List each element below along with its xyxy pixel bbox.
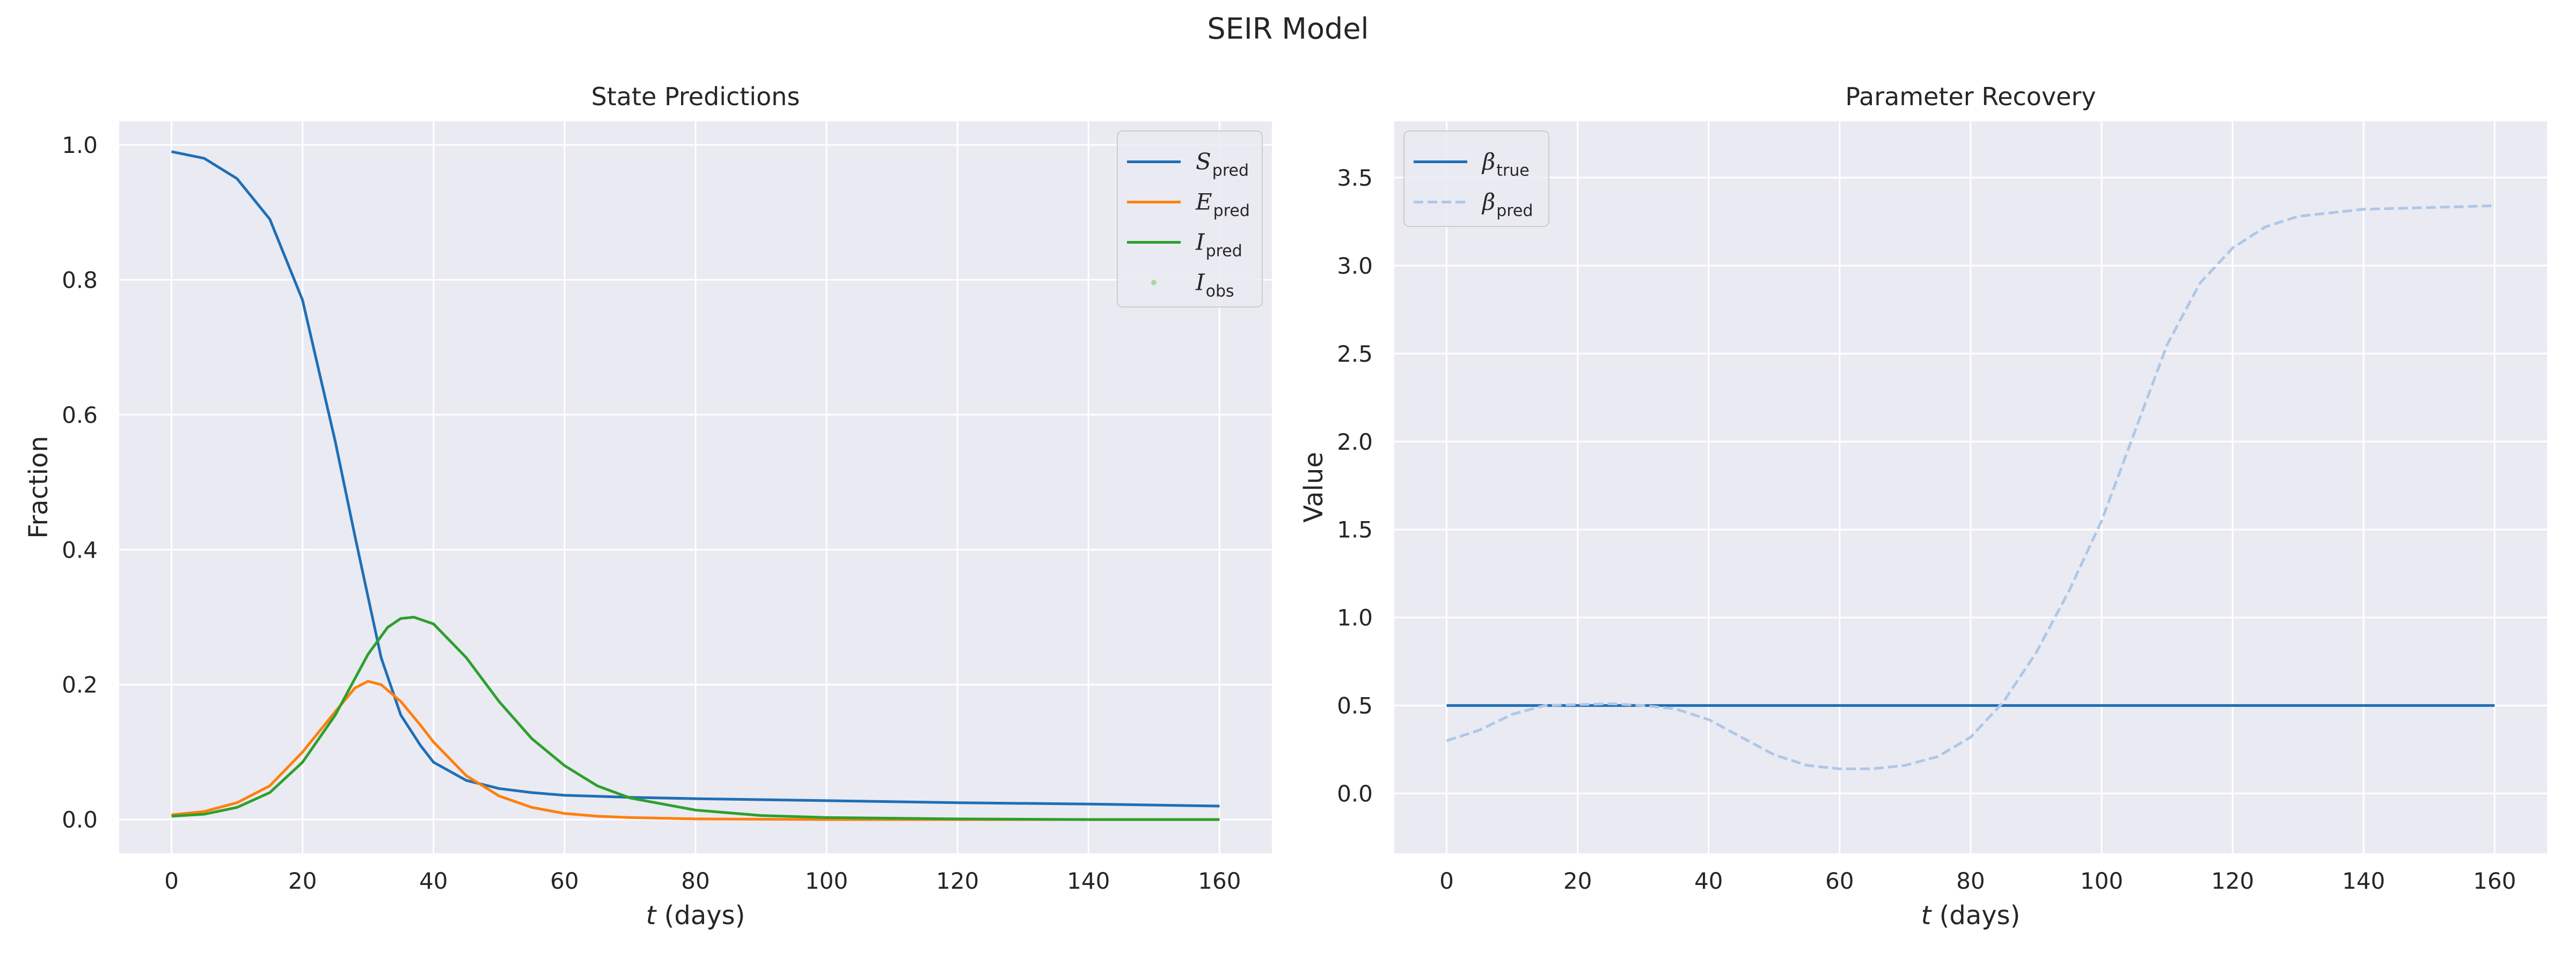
series-line-i: [171, 616, 1220, 821]
x-tick-label: 160: [2473, 868, 2516, 894]
x-axis-label: t (days): [646, 901, 745, 931]
y-tick-label: 3.0: [1337, 253, 1373, 279]
x-tick-label: 0: [164, 868, 179, 894]
x-tick-label: 80: [1956, 868, 1985, 894]
y-tick-label: 0.5: [1337, 693, 1373, 719]
legend-entry: Epred: [1195, 189, 1250, 221]
legend-entry: Ipred: [1195, 229, 1242, 261]
x-axis-label-variable: t: [1921, 901, 1933, 931]
x-tick-label: 120: [936, 868, 979, 894]
state-predictions-panel: 0 20 40 60 80 100 120 140 160 0.0 0.2 0.4 0.6 0.8 1.0 S…: [24, 82, 1272, 931]
series-line-beta-pred: [1446, 204, 2495, 771]
legend-subscript: obs: [1206, 282, 1234, 301]
legend-subscript: true: [1496, 162, 1529, 180]
x-tick-label: 100: [2080, 868, 2123, 894]
x-tick-label: 40: [419, 868, 448, 894]
x-tick-label: 160: [1198, 868, 1241, 894]
figure-title: SEIR Model: [1207, 12, 1368, 46]
legend-entry: Iobs: [1195, 269, 1234, 301]
y-tick-label: 0.8: [62, 267, 98, 293]
x-axis-label-unit: (days): [1931, 901, 2020, 931]
x-axis-label-variable: t: [646, 901, 657, 931]
legend-subscript: pred: [1213, 202, 1250, 221]
y-tick-label: 0.2: [62, 672, 98, 698]
y-tick-label: 0.0: [62, 807, 98, 833]
legend-symbol: S: [1196, 149, 1211, 175]
x-axis-label-unit: (days): [656, 901, 745, 931]
legend-symbol: I: [1195, 229, 1205, 255]
y-tick-label: 2.0: [1337, 429, 1373, 455]
legend-symbol: I: [1195, 269, 1205, 296]
legend-symbol: β: [1481, 189, 1495, 215]
y-tick-label: 3.5: [1337, 165, 1373, 191]
x-tick-label: 0: [1439, 868, 1454, 894]
x-tick-label: 100: [805, 868, 848, 894]
y-tick-label: 1.5: [1337, 517, 1373, 543]
panel-title: State Predictions: [591, 82, 800, 111]
x-tick-label: 60: [1825, 868, 1854, 894]
y-axis-label: Value: [1299, 452, 1329, 523]
legend-entry: Spred: [1196, 149, 1249, 180]
y-axis-label: Fraction: [24, 436, 54, 539]
x-tick-label: 80: [681, 868, 709, 894]
legend-entry: βtrue: [1481, 149, 1529, 180]
y-tick-label: 0.4: [62, 537, 98, 563]
x-tick-label: 140: [2342, 868, 2385, 894]
panel-title: Parameter Recovery: [1845, 82, 2096, 111]
x-tick-label: 20: [1563, 868, 1592, 894]
legend-entry: βpred: [1481, 189, 1533, 221]
x-tick-label: 20: [288, 868, 317, 894]
legend-symbol: E: [1195, 189, 1212, 215]
legend-subscript: pred: [1496, 202, 1533, 221]
series-line-e: [171, 679, 1220, 821]
legend-marker: [1151, 280, 1157, 286]
legend-subscript: pred: [1206, 242, 1242, 261]
series-line-s: [171, 150, 1220, 808]
x-axis-label: t (days): [1921, 901, 2021, 931]
y-tick-label: 1.0: [1337, 605, 1373, 631]
x-tick-label: 60: [550, 868, 579, 894]
x-tick-label: 120: [2211, 868, 2254, 894]
y-tick-label: 1.0: [62, 132, 98, 158]
x-tick-label: 40: [1694, 868, 1723, 894]
legend-subscript: pred: [1212, 162, 1249, 180]
legend-box: [1403, 130, 1549, 227]
y-tick-label: 0.6: [62, 402, 98, 428]
parameter-recovery-panel: 0 20 40 60 80 100 120 140 160 0.0 0.5 1.0 1.5 2.0 2.5 3…: [1299, 82, 2547, 931]
legend-box: [1117, 130, 1263, 308]
x-tick-label: 140: [1067, 868, 1110, 894]
y-tick-label: 2.5: [1337, 341, 1373, 367]
legend-symbol: β: [1481, 149, 1495, 175]
y-tick-label: 0.0: [1337, 781, 1373, 807]
